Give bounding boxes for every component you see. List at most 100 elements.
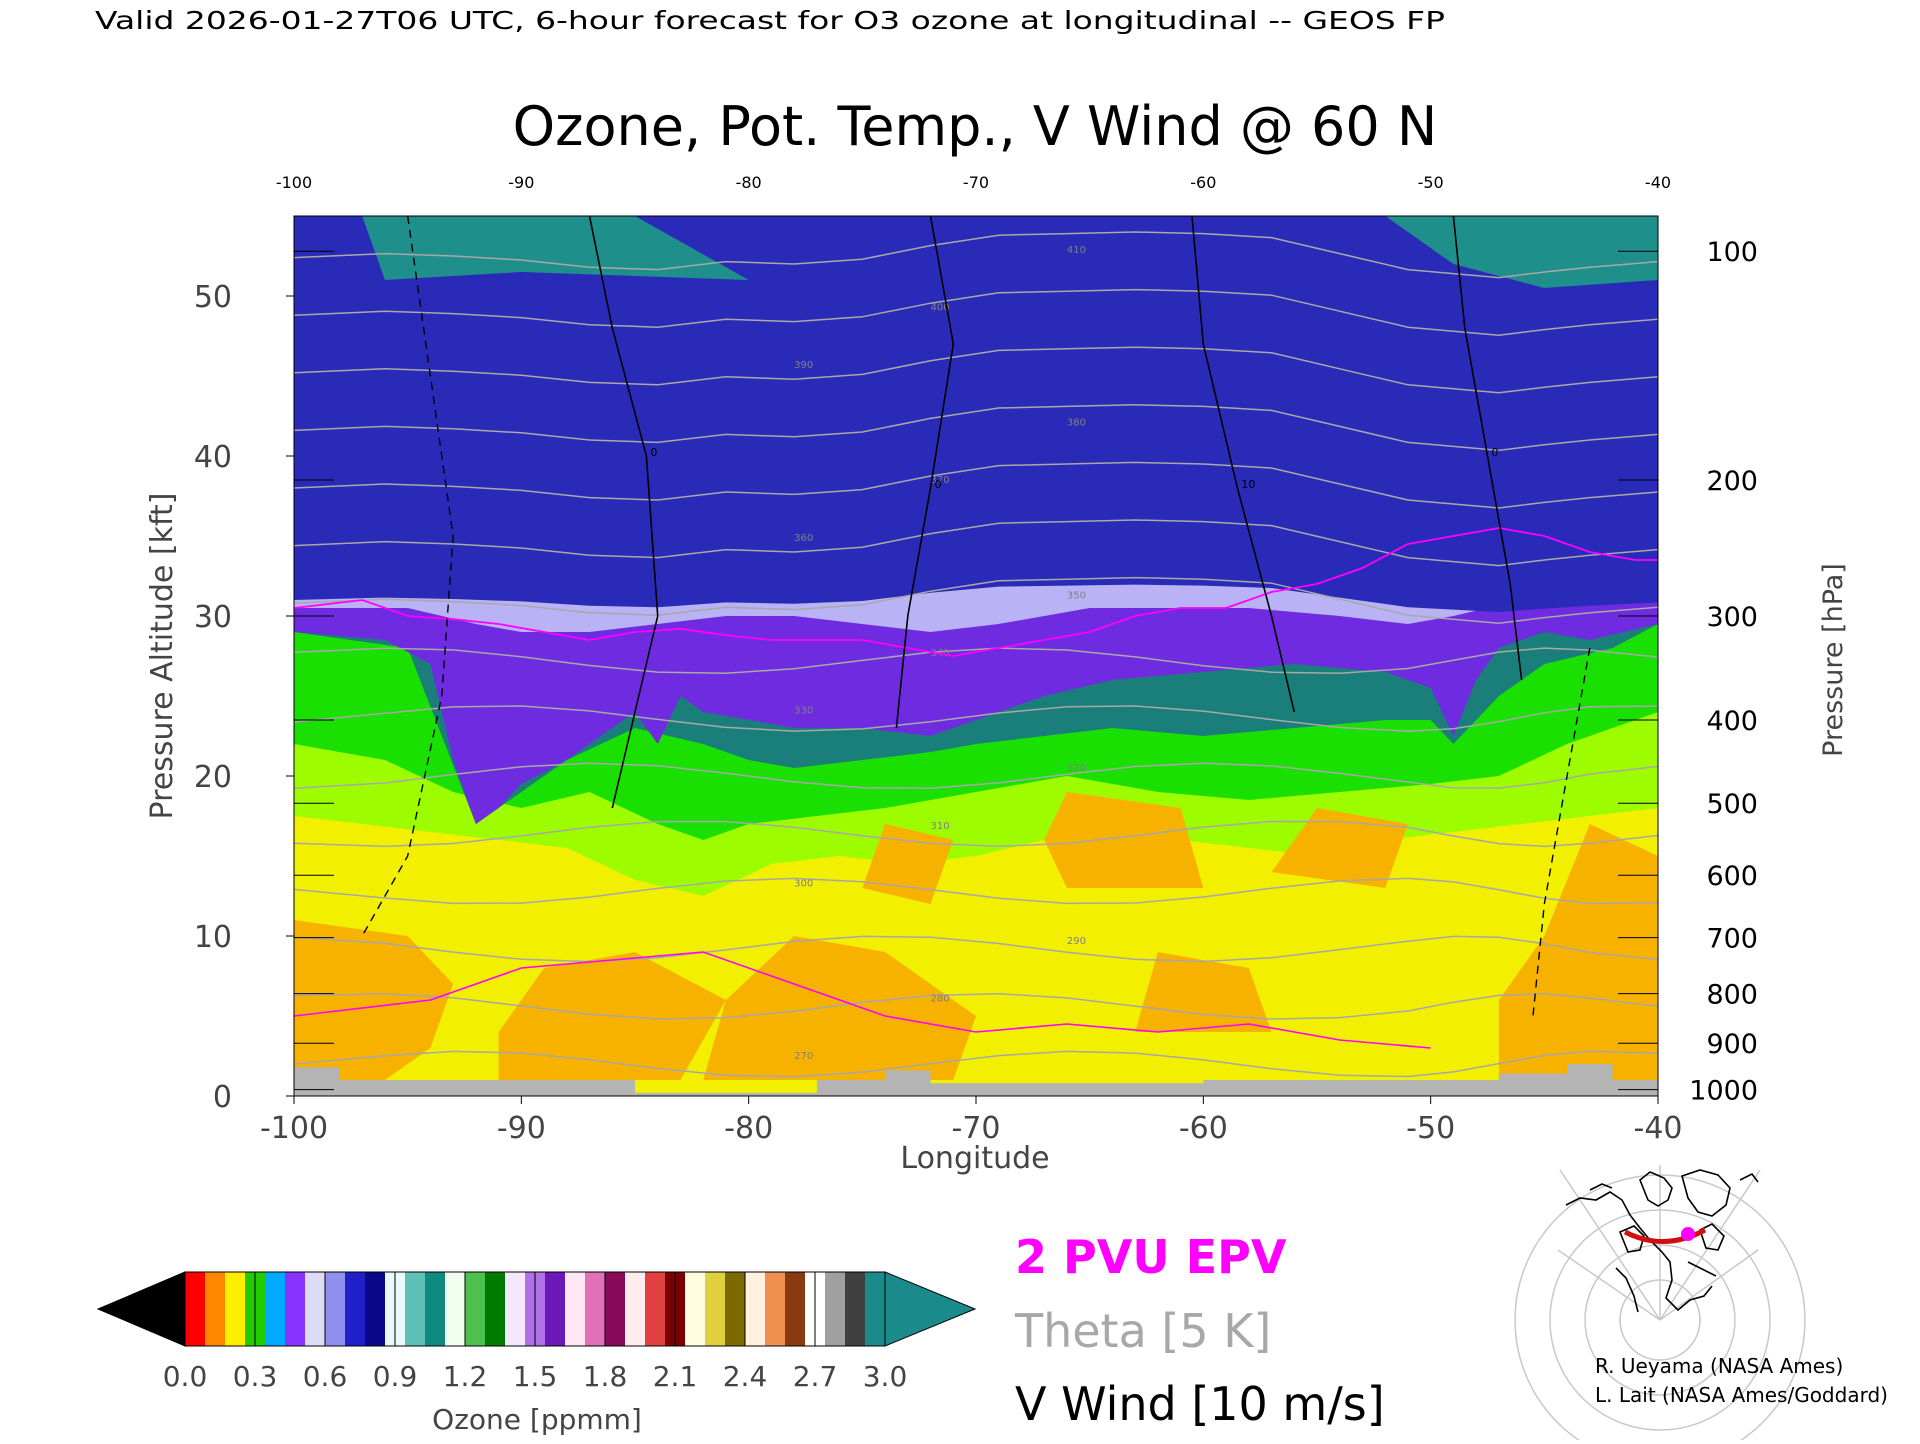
ozone-cap-east <box>1385 216 1658 288</box>
colorbar-swatch <box>285 1272 306 1346</box>
v-wind-label-1: 0 <box>935 478 942 491</box>
colorbar-swatch <box>745 1272 766 1346</box>
pressure-tick-label: 600 <box>1706 861 1758 892</box>
y-tick-label: 50 <box>194 280 232 315</box>
colorbar-swatch <box>365 1272 386 1346</box>
colorbar-swatch <box>725 1272 746 1346</box>
v-wind-label-3: 0 <box>1492 446 1499 459</box>
colorbar-swatch <box>625 1272 646 1346</box>
pressure-tick-label: 800 <box>1706 980 1758 1011</box>
credit-ueyama: R. Ueyama (NASA Ames) <box>1595 1354 1843 1378</box>
theta-contour-330 <box>294 705 1658 732</box>
colorbar-swatch <box>465 1272 486 1346</box>
theta-contour-380 <box>294 404 1658 452</box>
colorbar-swatch <box>325 1272 346 1346</box>
pressure-tick-label: 200 <box>1706 466 1758 497</box>
colorbar-swatch <box>565 1272 586 1346</box>
pressure-tick-label: 700 <box>1706 924 1758 955</box>
chart-title: Ozone, Pot. Temp., V Wind @ 60 N <box>513 95 1438 158</box>
theta-label-380: 380 <box>1067 418 1086 429</box>
epv-2pvu-line <box>294 527 1658 657</box>
legend-theta: Theta [5 K] <box>1014 1304 1271 1358</box>
legend-epv: 2 PVU EPV <box>1015 1230 1287 1284</box>
ozone-patch-orange <box>294 920 454 1080</box>
x-tick-label: -60 <box>1179 1111 1228 1146</box>
contour-lines: 2702802903003103203303403503603703803904… <box>294 216 1658 1078</box>
colorbar-swatch <box>645 1272 666 1346</box>
y-tick-label: 0 <box>213 1080 232 1115</box>
colorbar-tick-label: 2.4 <box>723 1360 768 1393</box>
colorbar-swatch <box>825 1272 846 1346</box>
theta-contour-350 <box>294 576 1658 624</box>
section-marker <box>1681 1227 1695 1241</box>
colorbar: 0.0 0.3 0.6 0.9 1.2 1.5 1.8 2.1 2.4 2.7 3.0 <box>96 1271 977 1393</box>
cross-section-line <box>1623 1227 1707 1244</box>
x-tick-label: -100 <box>260 1111 328 1146</box>
theta-label-310: 310 <box>931 821 950 832</box>
theta-label-330: 330 <box>794 706 813 717</box>
colorbar-tick-label: 2.1 <box>653 1360 698 1393</box>
theta-contour-270 <box>294 1050 1658 1078</box>
terrain-fill <box>294 1064 1658 1096</box>
colorbar-tick-label: 1.5 <box>513 1360 558 1393</box>
ozone-cap-west <box>362 216 749 280</box>
y-tick-label: 20 <box>194 760 232 795</box>
x-top-tick-label: -70 <box>963 173 989 192</box>
theta-label-360: 360 <box>794 533 813 544</box>
colorbar-swatch <box>505 1272 526 1346</box>
colorbar-swatch <box>185 1272 206 1346</box>
theta-contour-400 <box>294 288 1658 336</box>
x-top-tick-label: -60 <box>1190 173 1216 192</box>
terrain-mask <box>294 1064 1658 1096</box>
ozone-patch-orange <box>1498 824 1658 1080</box>
v-wind-negative-west <box>361 216 454 937</box>
stratospheric-bands <box>294 216 1658 612</box>
theta-label-410: 410 <box>1067 245 1086 256</box>
x-tick-label: -40 <box>1634 1111 1683 1146</box>
ozone-patch-orange <box>1044 792 1204 888</box>
theta-label-280: 280 <box>931 994 950 1005</box>
theta-contour-290 <box>294 935 1658 963</box>
colorbar-tick-label: 0.0 <box>163 1360 208 1393</box>
theta-label-300: 300 <box>794 878 813 889</box>
colorbar-under-arrow <box>96 1271 186 1347</box>
y-axis-left: 0 10 20 30 40 50 <box>194 280 294 1115</box>
colorbar-tick-label: 2.7 <box>793 1360 838 1393</box>
colorbar-tick-label: 1.2 <box>443 1360 488 1393</box>
colorbar-swatch <box>865 1272 886 1346</box>
ozone-patch-orange <box>1135 952 1272 1032</box>
theta-label-370: 370 <box>931 475 950 486</box>
theta-contour-340 <box>294 647 1658 675</box>
x-top-tick-label: -90 <box>508 173 534 192</box>
theta-contour-360 <box>294 519 1658 567</box>
x-top-tick-label: -100 <box>276 173 312 192</box>
x-tick-label: -80 <box>724 1111 773 1146</box>
y-axis-label: Pressure Altitude [kft] <box>145 493 180 820</box>
ozone-patch-orange <box>1271 808 1408 888</box>
y-tick-label: 30 <box>194 600 232 635</box>
pressure-tick-label: 1000 <box>1689 1076 1758 1107</box>
y-tick-label: 40 <box>194 440 232 475</box>
colorbar-swatch <box>785 1272 806 1346</box>
colorbar-tick-label: 0.3 <box>233 1360 278 1393</box>
colorbar-tick-label: 0.6 <box>303 1360 348 1393</box>
colorbar-swatch <box>225 1272 246 1346</box>
colorbar-swatch <box>705 1272 726 1346</box>
x-tick-label: -50 <box>1406 1111 1455 1146</box>
v-wind-contour-1 <box>895 216 955 729</box>
theta-label-400: 400 <box>931 302 950 313</box>
y-axis-right-label: Pressure [hPa] <box>1818 563 1849 757</box>
colorbar-swatch <box>445 1272 466 1346</box>
colorbar-swatch <box>545 1272 566 1346</box>
colorbar-swatch <box>485 1272 506 1346</box>
valid-time-header: Valid 2026-01-27T06 UTC, 6-hour forecast… <box>95 6 1445 35</box>
theta-label-320: 320 <box>1067 763 1086 774</box>
ozone-band-0 <box>294 216 1658 612</box>
x-tick-label: -70 <box>952 1111 1001 1146</box>
theta-label-270: 270 <box>794 1051 813 1062</box>
epv-low-contour <box>294 951 1431 1049</box>
colorbar-swatch <box>765 1272 786 1346</box>
colorbar-tick-label: 0.9 <box>373 1360 418 1393</box>
colorbar-label: Ozone [ppmm] <box>432 1403 642 1436</box>
